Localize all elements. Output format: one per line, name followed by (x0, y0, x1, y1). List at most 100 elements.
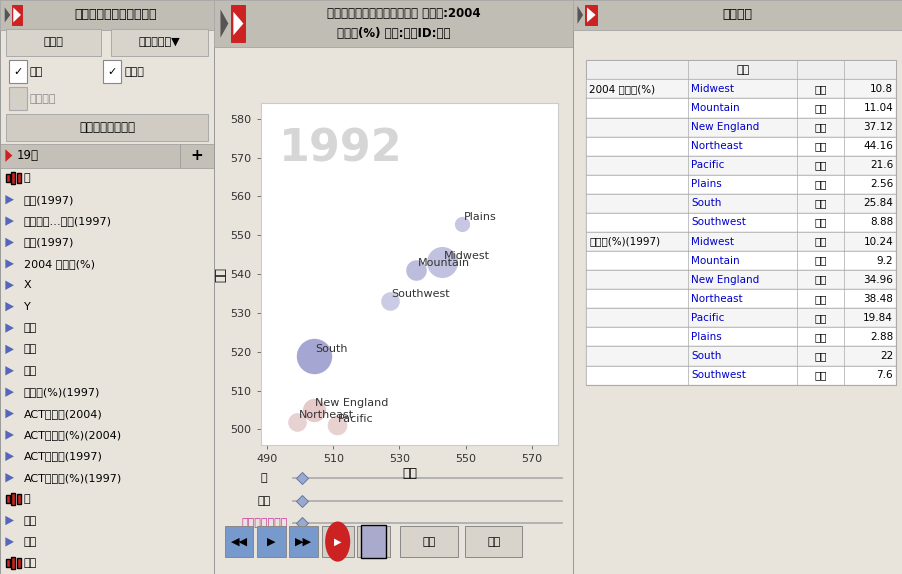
Text: 10.8: 10.8 (869, 84, 892, 94)
FancyBboxPatch shape (12, 172, 15, 184)
Text: 結合: 結合 (486, 537, 500, 546)
FancyBboxPatch shape (357, 526, 390, 557)
Text: ✓: ✓ (13, 67, 23, 77)
FancyBboxPatch shape (357, 526, 390, 557)
X-axis label: 数学: 数学 (401, 467, 417, 480)
Text: 合計: 合計 (814, 294, 825, 304)
Polygon shape (5, 149, 13, 162)
FancyBboxPatch shape (6, 29, 100, 56)
Point (329, 421, 344, 430)
Text: 分割: 分割 (422, 537, 436, 546)
Text: Midwest: Midwest (444, 250, 490, 261)
FancyBboxPatch shape (465, 526, 521, 557)
Text: 25.84: 25.84 (862, 199, 892, 208)
Text: 地域: 地域 (735, 65, 749, 75)
FancyBboxPatch shape (585, 232, 896, 251)
Text: 給料(1997): 給料(1997) (23, 238, 74, 247)
Text: 1992: 1992 (278, 127, 401, 170)
Text: 年: 年 (23, 494, 30, 504)
Text: Midwest: Midwest (691, 236, 733, 246)
Polygon shape (5, 323, 14, 333)
FancyBboxPatch shape (111, 29, 207, 56)
FancyBboxPatch shape (231, 5, 244, 42)
FancyBboxPatch shape (585, 79, 896, 98)
Text: 合計: 合計 (814, 313, 825, 323)
Text: 37.12: 37.12 (862, 122, 892, 132)
Point (409, 266, 423, 275)
FancyBboxPatch shape (6, 495, 10, 503)
FancyBboxPatch shape (0, 0, 214, 574)
Text: Midwest: Midwest (691, 84, 733, 94)
Text: 合計: 合計 (814, 84, 825, 94)
Text: Mountain: Mountain (418, 258, 469, 268)
FancyBboxPatch shape (0, 0, 214, 30)
Text: 表示: 表示 (30, 67, 43, 77)
Polygon shape (5, 345, 14, 354)
FancyBboxPatch shape (225, 526, 253, 557)
Text: ✓: ✓ (107, 67, 116, 77)
FancyBboxPatch shape (289, 526, 318, 557)
FancyBboxPatch shape (257, 526, 285, 557)
Polygon shape (576, 6, 583, 24)
Text: Northeast: Northeast (691, 141, 742, 151)
Text: 合計: 合計 (814, 274, 825, 285)
FancyBboxPatch shape (572, 0, 902, 574)
Polygon shape (233, 11, 244, 36)
Text: ◀◀: ◀◀ (230, 537, 247, 546)
Text: 7.6: 7.6 (876, 370, 892, 380)
FancyBboxPatch shape (8, 87, 27, 110)
Polygon shape (5, 409, 14, 418)
Text: 2004 受験率(%): 2004 受験率(%) (588, 84, 655, 94)
FancyBboxPatch shape (585, 137, 896, 156)
Text: New England: New England (691, 274, 759, 285)
Text: Mountain: Mountain (691, 255, 740, 266)
Text: Mountain: Mountain (691, 103, 740, 113)
FancyBboxPatch shape (585, 327, 896, 347)
Text: 数学: 数学 (23, 537, 37, 547)
FancyBboxPatch shape (6, 174, 10, 182)
Text: New England: New England (691, 122, 759, 132)
FancyBboxPatch shape (585, 289, 896, 308)
FancyBboxPatch shape (16, 173, 21, 183)
Text: ACT受験率(%)(1997): ACT受験率(%)(1997) (23, 473, 122, 483)
Text: ▶▶: ▶▶ (295, 537, 312, 546)
Polygon shape (5, 387, 14, 397)
FancyBboxPatch shape (585, 194, 896, 213)
Text: ACTスコア(1997): ACTスコア(1997) (23, 451, 102, 461)
Text: 速度: 速度 (257, 495, 271, 506)
Text: バブルのサイズ: バブルのサイズ (241, 518, 287, 529)
FancyBboxPatch shape (0, 168, 214, 574)
Polygon shape (586, 7, 595, 22)
FancyBboxPatch shape (103, 60, 121, 83)
Point (435, 258, 449, 267)
FancyBboxPatch shape (585, 118, 896, 137)
Text: 21.6: 21.6 (869, 160, 892, 170)
Polygon shape (5, 281, 14, 290)
Text: Plains: Plains (464, 212, 496, 222)
Text: Southwest: Southwest (691, 218, 746, 227)
Text: 先生一人…徒数(1997): 先生一人…徒数(1997) (23, 216, 112, 226)
Text: Pacific: Pacific (691, 313, 724, 323)
FancyBboxPatch shape (585, 213, 896, 232)
FancyBboxPatch shape (400, 526, 457, 557)
Text: 11.04: 11.04 (862, 103, 892, 113)
Text: 支出(1997): 支出(1997) (23, 195, 74, 205)
Text: New England: New England (315, 398, 388, 408)
FancyBboxPatch shape (584, 5, 596, 25)
Text: South: South (691, 199, 721, 208)
Text: 緯度: 緯度 (23, 323, 37, 333)
Polygon shape (5, 216, 14, 226)
Text: South: South (315, 344, 347, 354)
FancyBboxPatch shape (16, 494, 21, 504)
Text: 合計: 合計 (814, 141, 825, 151)
Point (382, 297, 396, 306)
Text: 合計: 合計 (814, 332, 825, 342)
Text: Northeast: Northeast (299, 410, 354, 420)
FancyBboxPatch shape (0, 144, 179, 168)
Text: 言語: 言語 (23, 515, 37, 526)
Text: 合計: 合計 (814, 199, 825, 208)
Text: 2.56: 2.56 (869, 179, 892, 189)
Text: 19.84: 19.84 (862, 313, 892, 323)
Text: 44.16: 44.16 (862, 141, 892, 151)
Text: X: X (23, 280, 32, 290)
